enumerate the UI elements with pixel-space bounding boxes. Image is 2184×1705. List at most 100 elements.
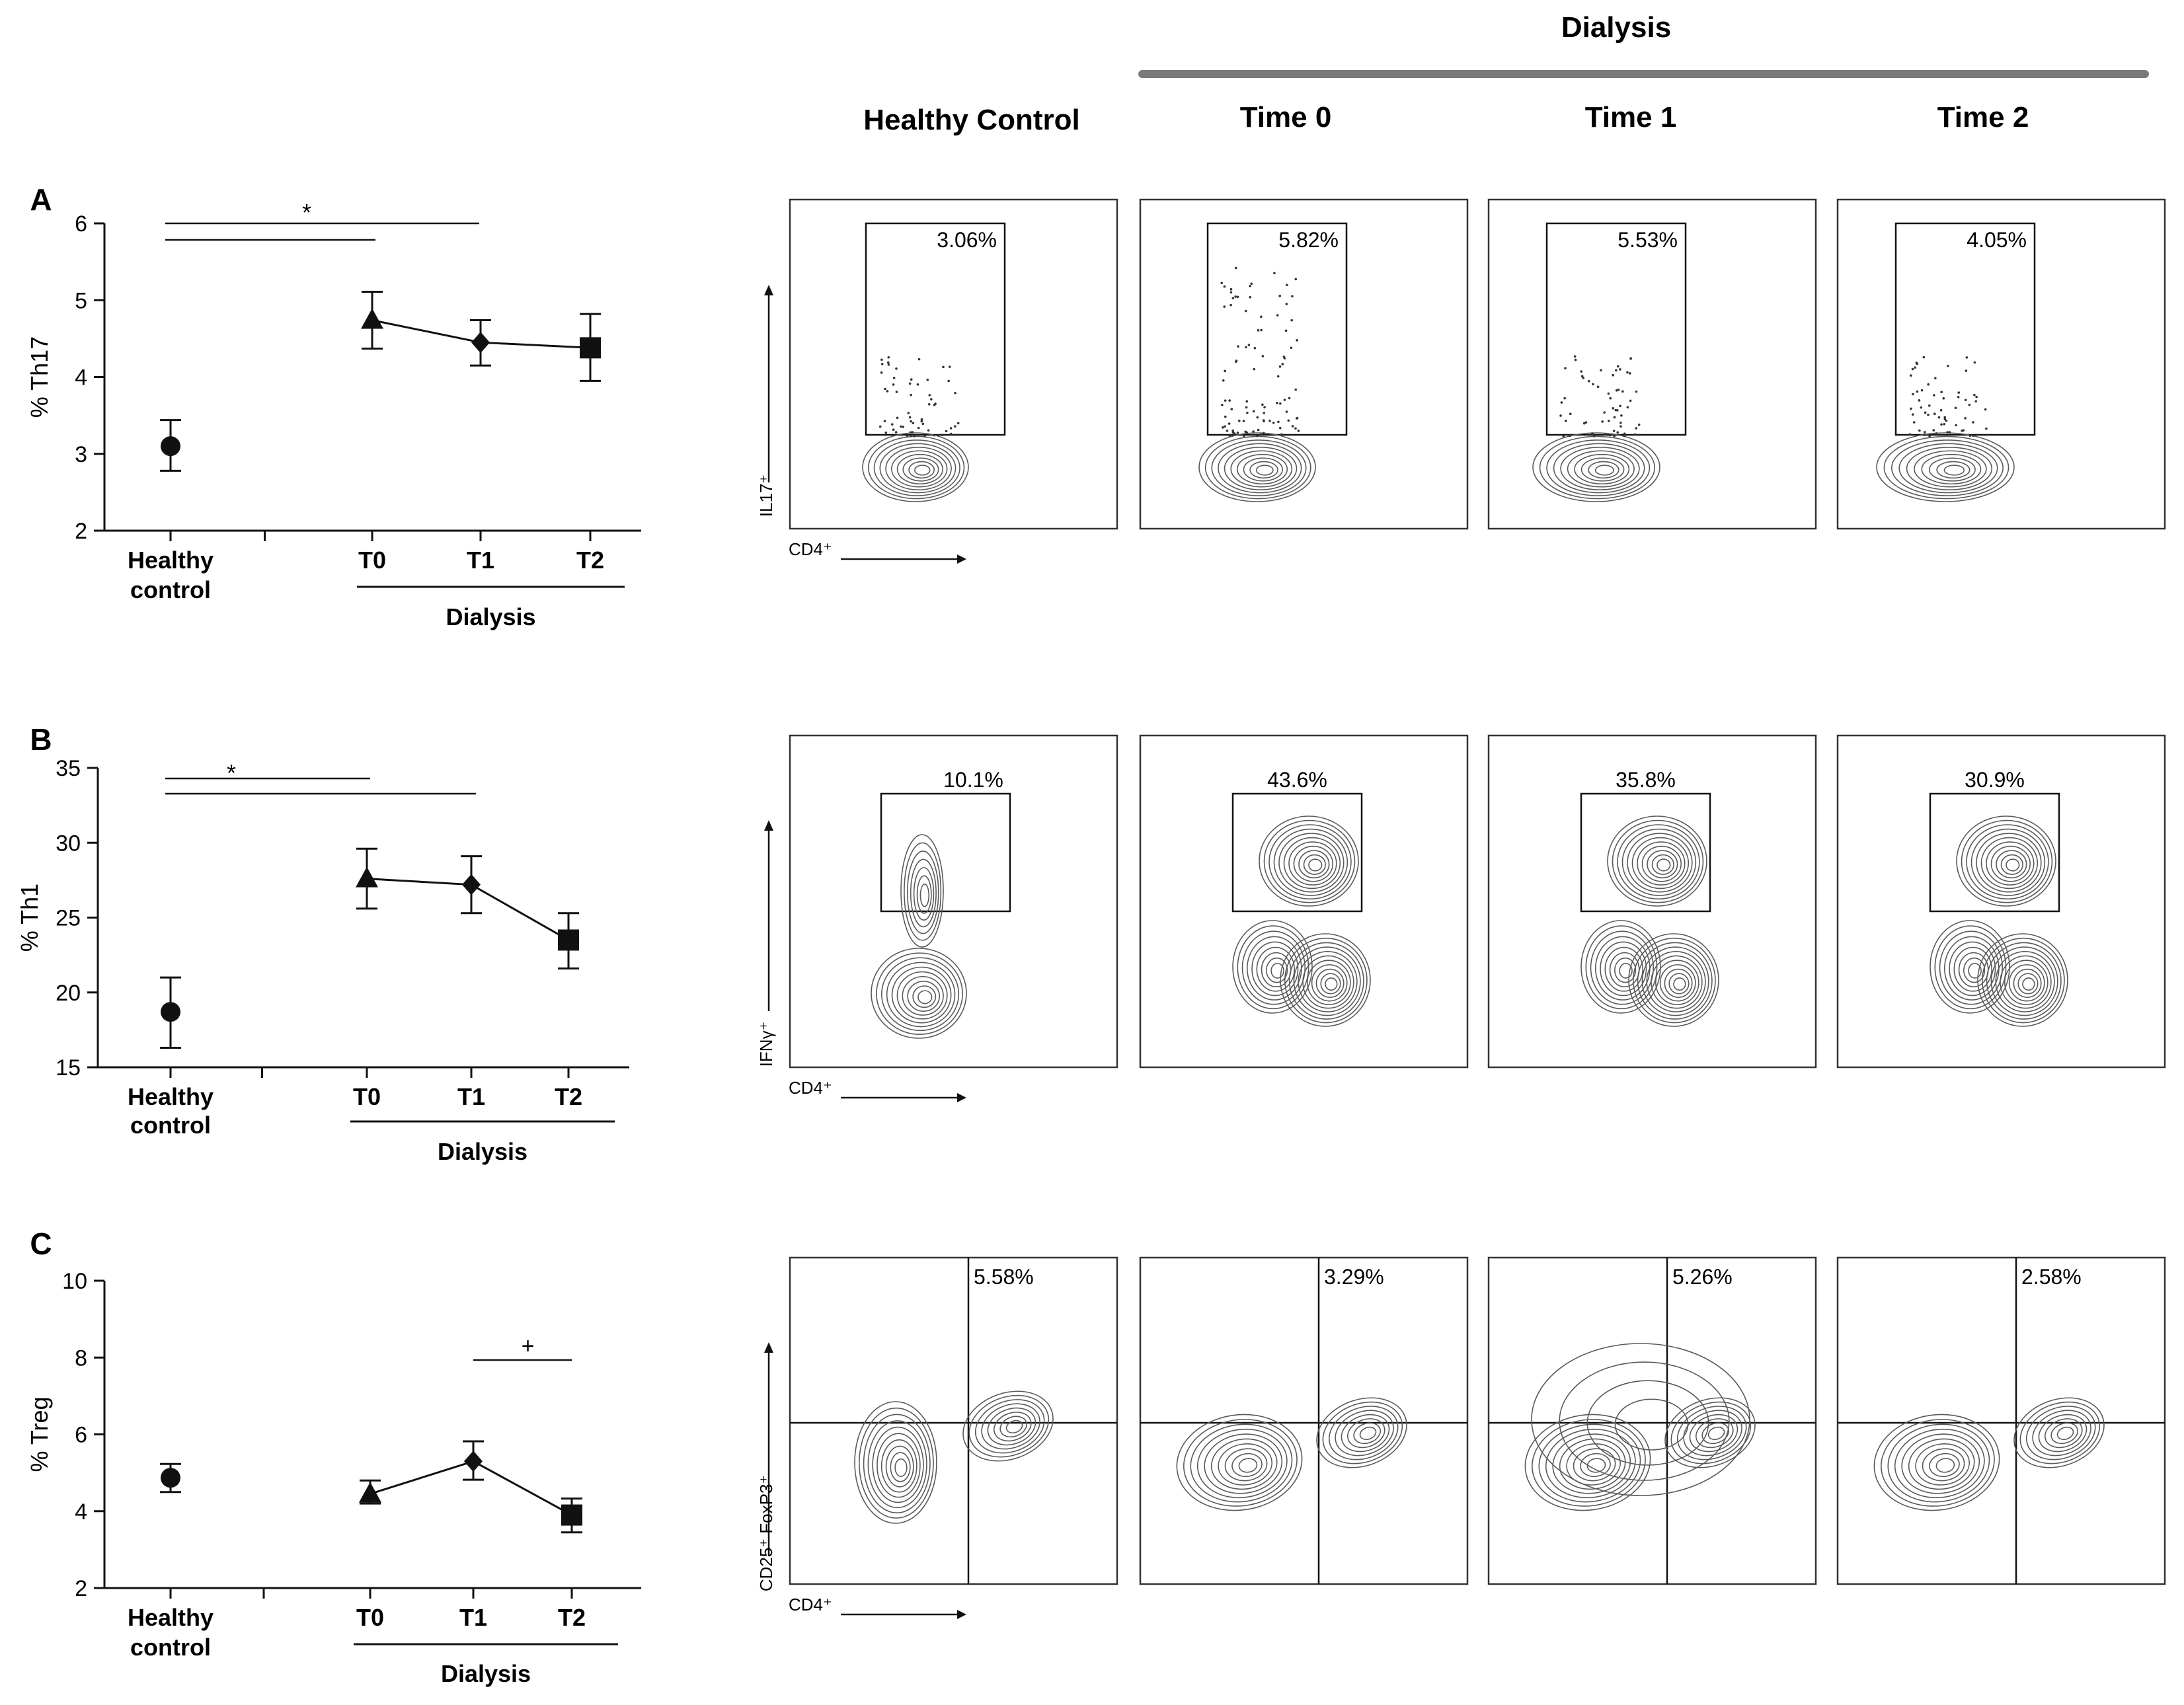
event-dot: [1969, 434, 1972, 437]
contour-ring: [1298, 850, 1330, 879]
y-tick-label: 2: [75, 1576, 87, 1601]
contour-ring: [1619, 963, 1633, 979]
contour-ring: [867, 1420, 927, 1509]
contour-ring: [1966, 824, 2049, 900]
event-dot: [1626, 406, 1629, 409]
event-dot: [1975, 395, 1978, 398]
contour-ring: [1651, 854, 1674, 875]
event-dot: [1291, 295, 1294, 298]
event-dot: [1912, 421, 1916, 424]
contour-ring: [871, 948, 967, 1039]
event-dot: [1933, 394, 1935, 397]
event-dot: [1237, 419, 1241, 422]
event-dot: [1603, 411, 1606, 414]
gate-percentage: 43.6%: [1267, 768, 1327, 792]
contour-ring: [1183, 1419, 1298, 1507]
contour-ring: [1241, 930, 1306, 1005]
contour-ring: [1659, 964, 1696, 1002]
event-dot: [1587, 379, 1590, 383]
contour-ring: [1612, 819, 1704, 903]
event-dot: [1957, 391, 1961, 394]
event-dot: [1965, 356, 1969, 359]
event-dot: [910, 420, 912, 423]
event-dot: [1984, 408, 1987, 411]
contour-ring: [1251, 941, 1299, 997]
event-dot: [1964, 417, 1967, 420]
event-dot: [1285, 303, 1288, 305]
event-dot: [1619, 368, 1621, 371]
contour-ring: [1883, 436, 2009, 500]
flow-plot-c-2: 5.26%: [1487, 1256, 1817, 1585]
contour-ring: [1270, 963, 1284, 979]
event-dot: [1297, 430, 1300, 432]
top-header-dialysis: Dialysis: [1561, 11, 1671, 44]
y-tick-label: 4: [75, 365, 87, 391]
event-dot: [1592, 383, 1594, 386]
contour-ring: [1673, 977, 1686, 991]
y-tick-label: 30: [56, 831, 81, 856]
event-dot: [1273, 272, 1276, 275]
contour-ring: [1664, 1397, 1756, 1468]
y-tick-label: 20: [56, 981, 81, 1006]
event-dot: [907, 412, 910, 414]
contour-ring: [863, 1414, 931, 1514]
contour-ring: [880, 1439, 917, 1493]
event-dot: [917, 358, 921, 361]
event-dot: [1961, 429, 1963, 432]
flow-x-label: CD4⁺: [789, 1595, 832, 1614]
event-dot: [1910, 407, 1912, 410]
contour-ring: [1668, 973, 1690, 995]
event-dot: [1584, 421, 1588, 424]
event-dot: [1268, 419, 1271, 422]
event-dot: [1260, 328, 1263, 332]
event-dot: [1612, 373, 1615, 377]
contour-ring: [994, 1412, 1032, 1442]
contour-ring: [1293, 845, 1333, 882]
event-dot: [1283, 398, 1286, 401]
group-label: Dialysis: [446, 603, 535, 630]
event-dot: [1973, 393, 1976, 397]
event-dot: [1615, 389, 1618, 392]
point-circle: [161, 1002, 180, 1022]
contour-ring: [1963, 957, 1986, 983]
contour-ring: [1600, 941, 1647, 997]
event-dot: [884, 387, 886, 391]
population-contour-left: [1232, 920, 1313, 1014]
x-label-t2: T2: [558, 1604, 586, 1631]
contour-ring: [981, 1403, 1040, 1450]
contour-ring: [1676, 1406, 1747, 1460]
contour-ring: [1359, 1426, 1377, 1441]
contour-ring: [2038, 1414, 2087, 1453]
event-dot: [1943, 422, 1946, 426]
population-contour-upper: [1607, 815, 1707, 907]
gate-percentage: 5.53%: [1618, 228, 1678, 252]
contour-ring: [1303, 854, 1326, 875]
event-dot: [1954, 406, 1957, 410]
event-dot: [891, 423, 894, 426]
event-dot: [1231, 434, 1234, 437]
contour-ring: [1633, 937, 1716, 1024]
contour-ring: [1637, 942, 1713, 1020]
event-dot: [1934, 377, 1937, 380]
contour-ring: [1873, 1414, 2000, 1511]
event-dot: [1291, 425, 1294, 428]
event-dot: [1629, 399, 1632, 402]
event-dot: [1261, 355, 1265, 358]
event-dot: [1278, 295, 1281, 297]
event-dot: [1294, 427, 1297, 430]
x-label-t0: T0: [356, 1604, 384, 1631]
event-dot: [1615, 369, 1618, 372]
event-dot: [1974, 400, 1977, 403]
panel-c: C 2 4 6 8 10 % Treg Healthy control T0 T1 T2 Dialysi…: [26, 1227, 641, 1687]
event-dot: [1263, 406, 1266, 409]
x-label-t2: T2: [576, 547, 604, 574]
contour-ring: [2017, 973, 2039, 995]
event-dot: [1608, 434, 1612, 437]
event-dot: [1253, 367, 1256, 371]
event-dot: [1249, 295, 1252, 299]
gate: [880, 792, 1011, 913]
event-dot: [1948, 431, 1951, 434]
contour-ring: [1237, 925, 1309, 1010]
